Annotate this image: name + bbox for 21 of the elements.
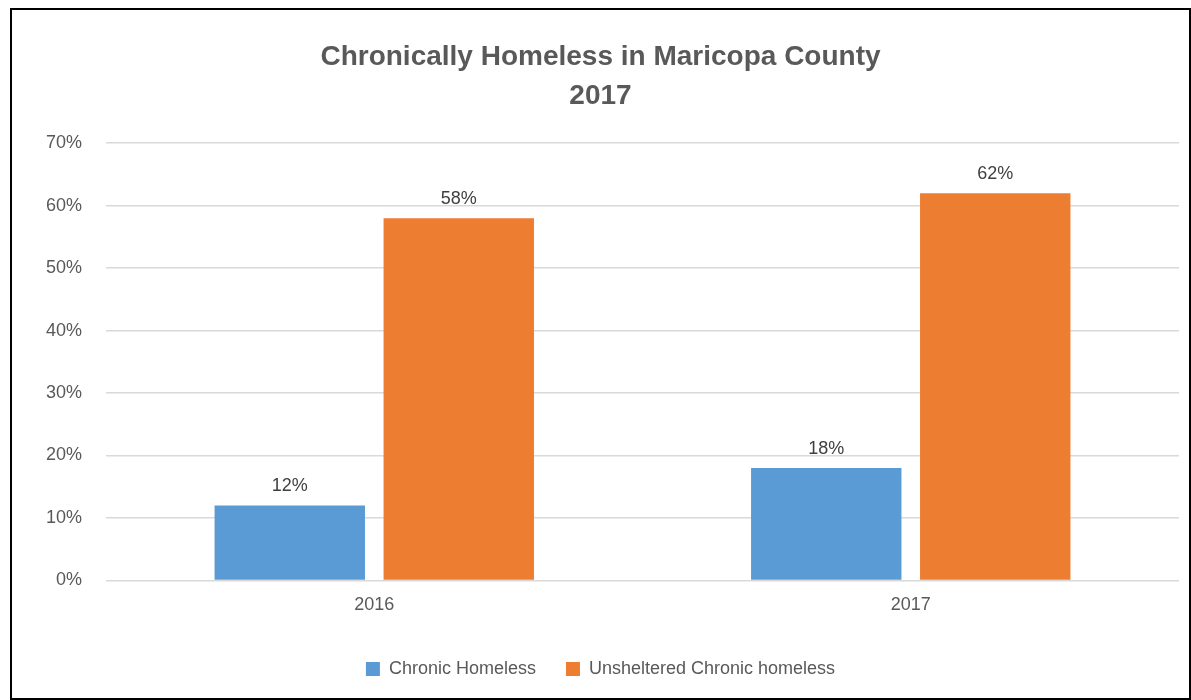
data-label: 58% [440, 188, 477, 209]
bar [383, 218, 534, 580]
y-tick-label: 60% [46, 194, 83, 215]
y-tick-label: 70% [46, 132, 83, 153]
y-tick-label: 50% [46, 257, 83, 278]
chart-subtitle: 2017 [569, 79, 632, 111]
bar [920, 193, 1071, 580]
legend-label: Chronic Homeless [388, 657, 536, 678]
y-tick-label: 30% [46, 382, 83, 402]
x-tick-label: 2016 [354, 594, 395, 615]
bar [214, 505, 365, 580]
y-tick-label: 20% [46, 444, 83, 465]
data-label: 12% [271, 475, 308, 496]
chart-title: Chronically Homeless in Maricopa County [320, 39, 881, 71]
y-tick-label: 0% [56, 569, 83, 590]
legend-label: Unsheltered Chronic homeless [588, 657, 836, 678]
data-label: 62% [977, 163, 1014, 184]
bar [751, 467, 902, 580]
y-tick-label: 40% [46, 319, 83, 340]
y-tick-label: 10% [46, 506, 83, 527]
data-label: 18% [808, 437, 845, 458]
